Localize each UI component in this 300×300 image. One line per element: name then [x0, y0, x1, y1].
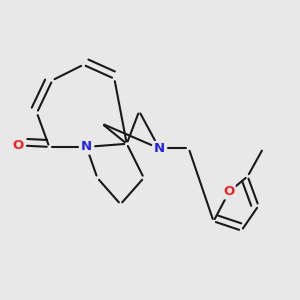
Text: O: O: [13, 139, 24, 152]
Text: N: N: [154, 142, 165, 155]
Text: O: O: [224, 185, 235, 198]
Text: N: N: [81, 140, 92, 153]
